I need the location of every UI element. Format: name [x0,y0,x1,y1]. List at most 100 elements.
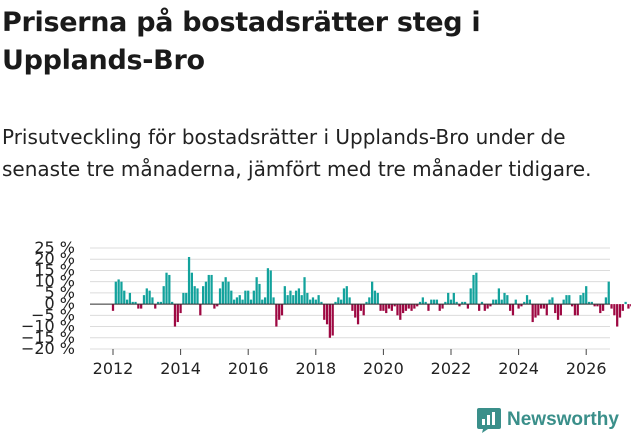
bar [528,299,531,305]
bar [404,304,408,311]
bar [480,301,484,305]
bar [616,304,619,327]
bar [263,297,267,305]
bar [492,299,495,305]
bar [447,292,450,305]
bar [261,299,264,305]
bar [297,288,301,305]
bar [340,299,343,305]
bar [621,304,624,311]
bar [407,304,410,309]
bar [562,299,565,305]
y-tick-label: 20 % [34,249,75,268]
bar [182,292,185,305]
bar [509,304,512,311]
bar [320,301,323,305]
bar [576,304,579,316]
bar [410,304,413,311]
bar [185,292,188,305]
bar [213,304,216,309]
bar [232,299,236,305]
bar [427,304,430,311]
bar [266,268,270,305]
bar [120,281,123,305]
bar [545,304,548,316]
bar [145,288,148,305]
bar [570,304,574,307]
bar [348,297,351,305]
bar [368,297,371,305]
bar [475,272,478,305]
y-tick-label: −5 % [31,305,75,324]
bar [283,286,286,305]
y-tick-label: −10 % [21,317,75,336]
bar-chart: 25 %20 %15 %10 %5 %0 %−5 %−10 %−15 %−20 … [21,238,631,378]
bar [511,304,515,316]
newsworthy-brand: Newsworthy [476,407,619,433]
bar [568,295,571,305]
bar [171,301,174,305]
bar [469,288,472,305]
x-tick-label: 2018 [295,359,336,378]
bar [317,295,320,305]
bar [235,297,239,305]
bar [517,304,520,309]
bar [168,274,171,305]
bar-series [111,256,631,338]
bar [334,301,337,305]
bar [461,301,464,305]
bar [542,304,546,309]
y-tick-label: −15 % [21,328,75,347]
bar [365,301,368,305]
bar [531,304,534,323]
bar [230,290,233,305]
bar [278,304,281,320]
bar [604,297,608,305]
bar [596,304,599,307]
bar [486,304,489,309]
y-tick-label: 5 % [45,283,75,302]
bar [514,299,517,305]
bar [478,304,481,311]
y-tick-label: 15 % [34,260,75,279]
x-tick-label: 2026 [566,359,607,378]
bar [401,304,405,314]
bar [520,304,523,307]
bar [309,299,312,305]
bar [303,277,306,305]
bar [252,290,255,305]
bar [525,295,529,305]
bar [463,301,467,305]
bar [466,304,470,309]
bar [241,299,244,305]
bar [472,274,475,305]
bar [275,304,278,327]
x-tick-label: 2012 [93,359,134,378]
bar [613,304,616,316]
bar [506,295,509,305]
x-tick-label: 2024 [498,359,539,378]
bar [413,304,416,309]
bar [607,281,610,305]
bar [165,272,168,305]
bar [331,304,334,336]
bar [128,292,132,305]
bar [356,304,360,325]
chart-subtitle: Prisutveckling för bostadsrätter i Uppla… [2,125,592,181]
bar [137,304,140,309]
bar [556,304,560,320]
bar [300,295,303,305]
bar [416,304,419,307]
bar [244,290,247,305]
bar [140,304,143,309]
bar [190,272,193,305]
bar [590,301,593,305]
bar [565,295,568,305]
bar [455,301,458,305]
bar [458,304,461,307]
bar [258,283,261,305]
bar [123,290,126,305]
bar [173,304,177,327]
bar [599,304,602,314]
bar [503,292,506,305]
